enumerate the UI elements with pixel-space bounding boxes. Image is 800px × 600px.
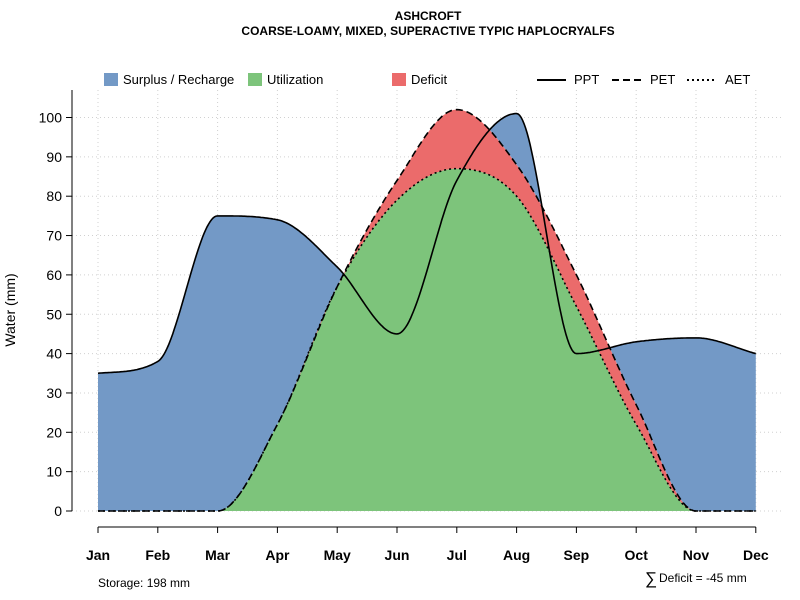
x-tick-label: Jul (447, 547, 467, 563)
sum-symbol: ∑ (645, 569, 658, 588)
storage-note: Storage: 198 mm (98, 576, 191, 590)
y-tick-label: 70 (46, 228, 62, 244)
legend-swatch-deficit (392, 73, 406, 86)
x-tick-label: Dec (743, 547, 769, 563)
x-tick-label: Aug (503, 547, 530, 563)
y-tick-label: 50 (46, 306, 62, 322)
line-pet (98, 108, 756, 512)
y-axis-label: Water (mm) (2, 273, 18, 346)
x-tick-label: May (324, 547, 351, 563)
legend-label-ppt: PPT (574, 72, 600, 87)
series-lines (97, 108, 757, 512)
legend-swatch-surplus (104, 73, 118, 86)
legend-label-surplus: Surplus / Recharge (123, 72, 235, 87)
area-utilization (98, 168, 756, 511)
y-tick-label: 80 (46, 188, 62, 204)
legend-swatch-utilization (248, 73, 262, 86)
legend-label-pet: PET (650, 72, 676, 87)
x-tick-label: Jan (86, 547, 110, 563)
y-tick-label: 10 (46, 464, 62, 480)
x-tick-label: Feb (145, 547, 170, 563)
x-tick-label: Nov (683, 547, 710, 563)
line-aet (98, 167, 756, 512)
y-tick-label: 60 (46, 267, 62, 283)
y-tick-label: 30 (46, 385, 62, 401)
x-tick-label: Sep (564, 547, 590, 563)
legend-label-aet: AET (725, 72, 751, 87)
chart-subtitle: COARSE-LOAMY, MIXED, SUPERACTIVE TYPIC H… (241, 24, 615, 38)
legend-label-utilization: Utilization (267, 72, 324, 87)
x-tick-label: Mar (205, 547, 230, 563)
x-tick-label: Oct (625, 547, 649, 563)
y-tick-label: 100 (39, 110, 63, 126)
y-tick-label: 40 (46, 346, 62, 362)
y-tick-label: 90 (46, 149, 62, 165)
x-tick-label: Jun (385, 547, 410, 563)
deficit-note: Deficit = -45 mm (659, 571, 747, 585)
y-tick-label: 20 (46, 424, 62, 440)
axes: 0 10 20 30 40 50 60 70 80 90 100 Jan Feb Mar Apr May Jun… (2, 90, 769, 563)
chart-title: ASHCROFT (394, 9, 462, 23)
area-surplus-recharge (98, 109, 756, 511)
x-tick-label: Apr (265, 547, 290, 563)
legend-label-deficit: Deficit (411, 72, 448, 87)
y-tick-label: 0 (54, 503, 62, 519)
line-ppt (97, 112, 757, 375)
area-fills (98, 109, 756, 511)
